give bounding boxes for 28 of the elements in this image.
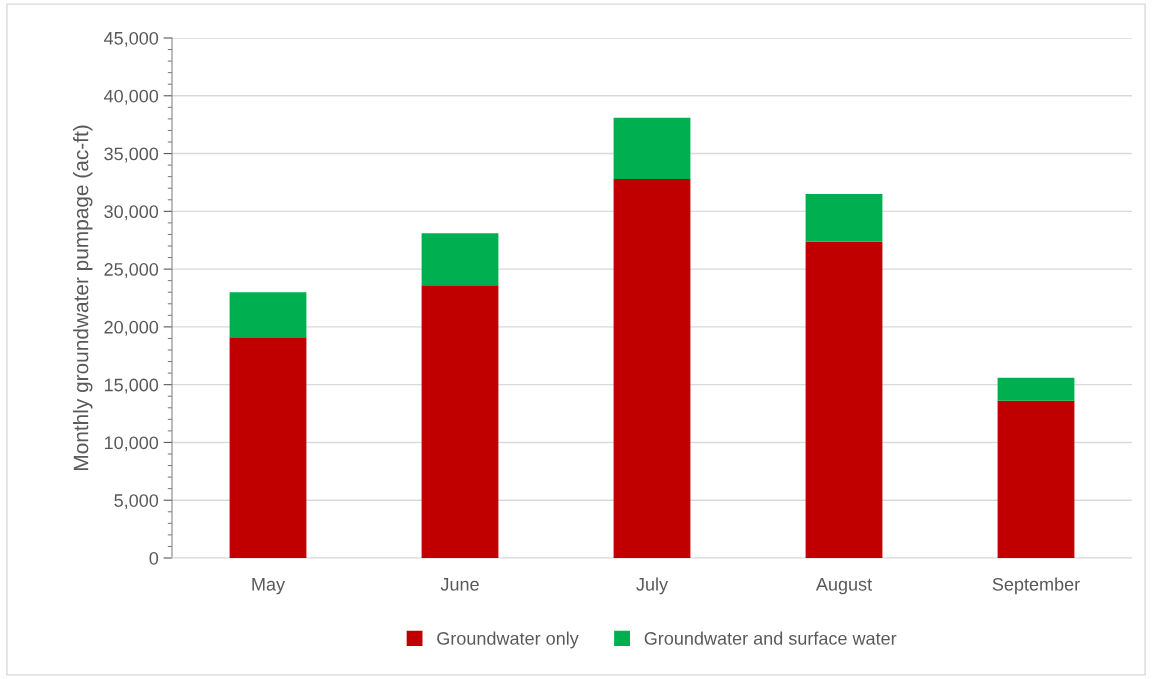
legend-label: Groundwater only (437, 631, 579, 649)
bar (997, 377, 1075, 401)
bar (997, 400, 1075, 558)
y-tick-label: 25,000 (104, 263, 159, 278)
y-tick-label: 20,000 (104, 320, 159, 336)
bar (613, 117, 691, 179)
y-tick-label: 5,000 (114, 494, 159, 510)
x-tick-label: August (815, 578, 872, 595)
legend-label: Groundwater and surface water (644, 631, 897, 645)
bar (805, 241, 883, 558)
bar (421, 285, 499, 558)
bar (805, 194, 883, 242)
y-tick-label: 45,000 (104, 31, 159, 47)
bar (613, 178, 691, 558)
y-tick-label: 15,000 (104, 378, 159, 394)
y-tick-label: 10,000 (104, 436, 159, 452)
x-tick-label: June (440, 578, 479, 591)
y-tick-label: 35,000 (104, 147, 159, 163)
y-axis-title: Monthly groundwater pumpage (ac-ft) (73, 125, 93, 470)
y-tick-label: 30,000 (104, 205, 159, 221)
y-tick-label: 0 (149, 551, 159, 565)
bar (229, 337, 307, 558)
bar (421, 233, 499, 286)
x-tick-label: September (992, 577, 1080, 595)
x-tick-label: May (252, 578, 286, 595)
bar (229, 292, 307, 338)
x-tick-label: July (636, 577, 669, 595)
y-tick-label: 40,000 (104, 89, 159, 105)
